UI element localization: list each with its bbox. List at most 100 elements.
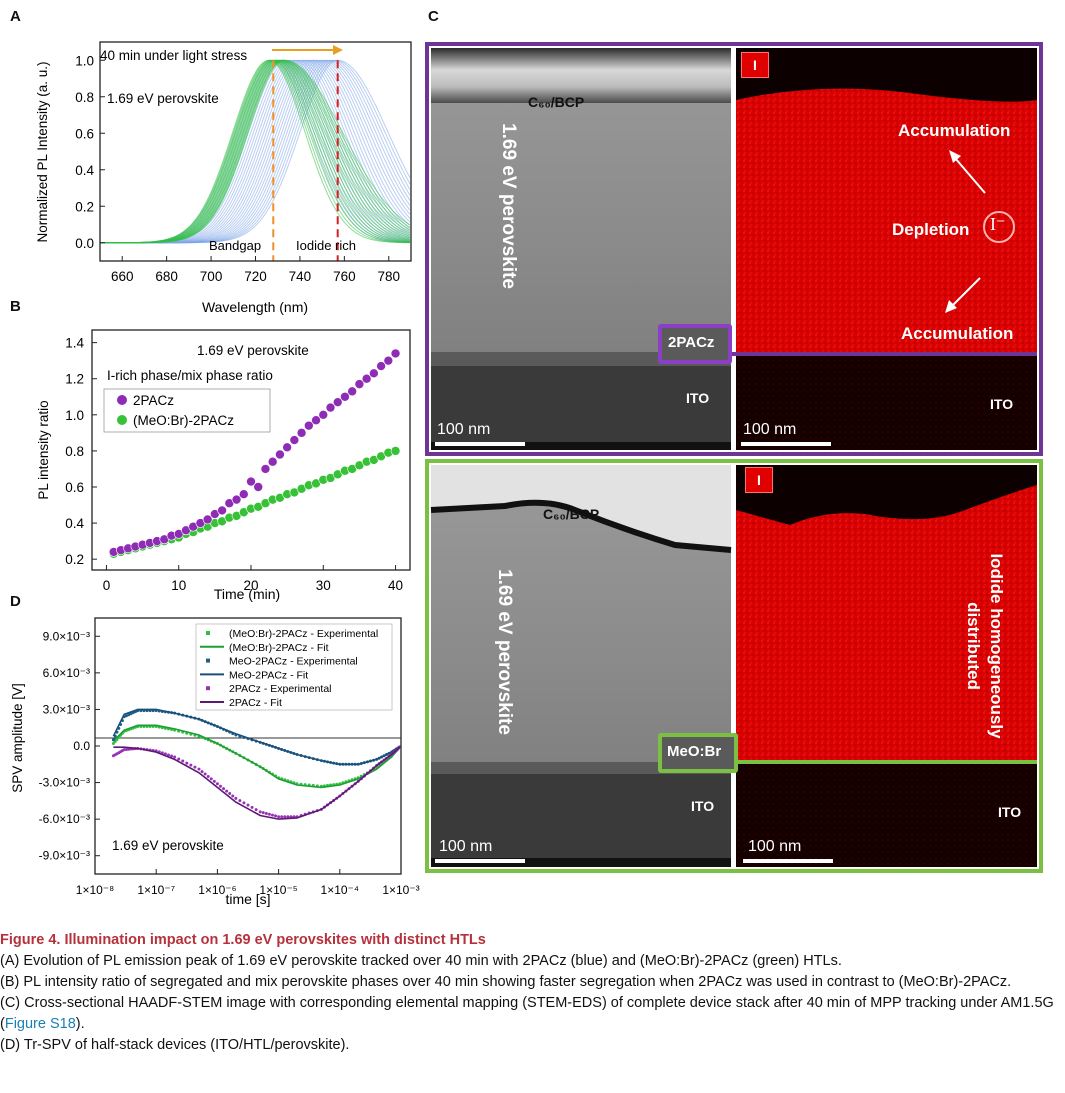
data-point xyxy=(289,435,300,445)
eds-top-arrows xyxy=(945,150,986,313)
chart-a-curves xyxy=(100,59,411,244)
stem-bottom-c60-label: C₆₀/BCP xyxy=(543,506,600,522)
chart-b: 0 10 20 30 40 0.2 0.4 0.6 0.8 1.0 1.2 1.4 1.69 eV p… xyxy=(36,329,411,602)
y-tick-label: 0.0 xyxy=(73,739,90,753)
chart-d-axes: 1×10⁻⁸ 1×10⁻⁷ 1×10⁻⁶ 1×10⁻⁵ 1×10⁻⁴ 1×10⁻³ 9.0×… xyxy=(39,629,420,897)
caption-a: (A) Evolution of PL emission peak of 1.6… xyxy=(0,953,842,969)
x-tick-label: 780 xyxy=(378,269,401,284)
data-point xyxy=(202,514,213,525)
y-tick-label: 3.0×10⁻³ xyxy=(43,702,90,716)
legend-label: (MeO:Br)-2PACz - Fit xyxy=(229,642,329,654)
y-tick-label: 0.6 xyxy=(65,480,84,495)
x-tick-label: 0 xyxy=(103,578,111,593)
data-point xyxy=(212,779,216,783)
data-point xyxy=(354,379,365,389)
chart-b-xlabel: Time (min) xyxy=(214,586,280,602)
stem-top-scale-label: 100 nm xyxy=(437,421,491,438)
y-tick-label: 0.0 xyxy=(75,236,94,251)
stem-bottom-block xyxy=(425,459,1043,873)
caption-d: (D) Tr-SPV of half-stack devices (ITO/HT… xyxy=(0,1037,350,1053)
data-point xyxy=(222,787,226,791)
data-point xyxy=(231,794,235,798)
data-point xyxy=(193,765,197,769)
eds-top-scale-bar xyxy=(741,442,831,446)
data-point xyxy=(200,770,204,774)
chart-b-annot-perovskite: 1.69 eV perovskite xyxy=(197,343,309,358)
caption-b: (B) PL intensity ratio of segregated and… xyxy=(0,974,1012,990)
legend-swatch xyxy=(206,686,210,691)
stem-labels: C₆₀/BCP 1.69 eV perovskite 2PACz ITO 100… xyxy=(425,40,1050,875)
data-point xyxy=(173,755,177,759)
eds-top-accumulation-upper: Accumulation xyxy=(898,121,1011,140)
fit-line xyxy=(112,708,402,766)
chart-a-xlabel: Wavelength (nm) xyxy=(202,299,308,315)
data-point xyxy=(124,714,128,718)
data-point xyxy=(325,402,336,413)
data-point xyxy=(170,754,174,758)
y-tick-label: 6.0×10⁻³ xyxy=(43,666,90,680)
eds-bottom-element-badge: I xyxy=(745,467,773,493)
eds-bottom-scale-label: 100 nm xyxy=(748,838,802,855)
data-point xyxy=(206,774,210,778)
data-point xyxy=(390,348,401,359)
data-point xyxy=(267,812,271,816)
legend-label-2pacz: 2PACz xyxy=(133,393,174,408)
legend-label: MeO-2PACz - Experimental xyxy=(229,656,358,668)
data-point xyxy=(124,747,128,751)
y-tick-label: -6.0×10⁻³ xyxy=(39,812,90,826)
x-tick-label: 1×10⁻⁴ xyxy=(321,883,360,897)
x-tick-label: 740 xyxy=(289,269,312,284)
data-point xyxy=(311,415,321,426)
chart-b-points xyxy=(108,348,401,559)
data-point xyxy=(111,738,115,742)
data-point xyxy=(277,815,281,819)
y-tick-label: 0.8 xyxy=(75,90,94,105)
x-tick-label: 30 xyxy=(316,578,331,593)
chart-a: 660 680 700 720 740 760 7800.00.20.40.60.81.0 … xyxy=(35,41,412,315)
chart-b-annot-ratio: I-rich phase/mix phase ratio xyxy=(107,368,273,383)
data-point xyxy=(253,482,264,492)
figure-s18-link[interactable]: Figure S18 xyxy=(4,1016,76,1032)
chart-a-annot-perovskite: 1.69 eV perovskite xyxy=(107,91,219,106)
stem-bottom-layer-label: 1.69 eV perovskite xyxy=(494,569,515,735)
y-tick-label: 1.0 xyxy=(75,53,94,68)
chart-b-frame xyxy=(91,329,411,571)
x-tick-label: 40 xyxy=(388,578,403,593)
data-point xyxy=(286,815,290,819)
data-point xyxy=(238,799,242,803)
data-point xyxy=(197,767,201,771)
data-point xyxy=(267,456,278,467)
data-point xyxy=(203,772,207,776)
data-point xyxy=(127,747,131,751)
chart-a-annot-stress: 40 min under light stress xyxy=(100,48,247,63)
x-tick-label: 1×10⁻⁶ xyxy=(198,883,236,897)
panel-label-d: D xyxy=(10,593,21,610)
y-tick-label: 0.6 xyxy=(75,126,94,141)
x-tick-label: 720 xyxy=(244,269,267,284)
stress-arrow-head xyxy=(333,45,343,55)
y-tick-label: 1.2 xyxy=(65,372,84,387)
x-tick-label: 1×10⁻⁵ xyxy=(259,883,297,897)
chart-d-annot-perovskite: 1.69 eV perovskite xyxy=(112,838,224,853)
data-point xyxy=(181,759,185,763)
data-point xyxy=(282,442,292,453)
chart-a-annot-bandgap: Bandgap xyxy=(209,238,261,253)
y-tick-label: 1.4 xyxy=(65,336,84,351)
x-tick-label: 10 xyxy=(171,578,186,593)
legend-marker-meobr xyxy=(117,415,127,425)
data-point xyxy=(260,464,271,474)
data-point xyxy=(340,391,350,402)
panel-label-c: C xyxy=(428,8,439,25)
legend-box xyxy=(195,623,393,711)
figure-caption: Figure 4. Illumination impact on 1.69 eV… xyxy=(0,930,1060,1056)
data-point xyxy=(275,449,285,460)
x-tick-label: 760 xyxy=(333,269,356,284)
data-point xyxy=(347,386,357,397)
y-tick-label: 0.4 xyxy=(75,163,94,178)
chart-d-legend: (MeO:Br)-2PACz - Experimental (MeO:Br)-2P… xyxy=(195,623,393,711)
data-point xyxy=(217,505,227,516)
data-point xyxy=(280,815,284,819)
data-point xyxy=(218,784,222,788)
data-point xyxy=(185,761,189,765)
stem-top-block xyxy=(425,42,1043,456)
